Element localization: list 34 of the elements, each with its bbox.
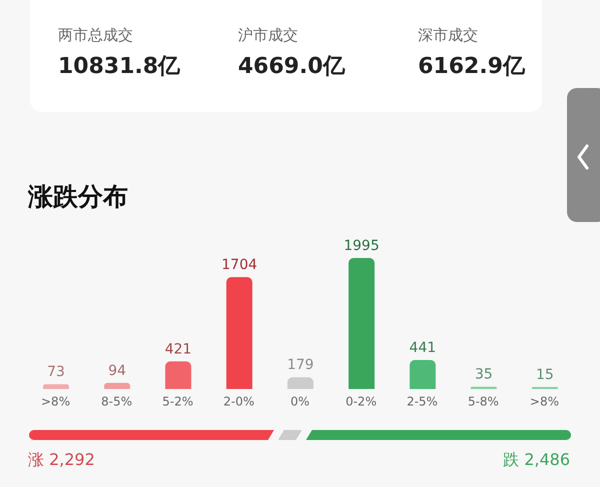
x-tick-label: 8-5% xyxy=(101,394,132,409)
data-label: 15 xyxy=(536,367,554,383)
text: 6162.9亿 xyxy=(418,53,525,81)
text: 涨 2,292 xyxy=(28,450,95,471)
text: 10831.8亿 xyxy=(58,53,180,81)
data-label: 441 xyxy=(409,340,436,356)
data-label: 94 xyxy=(108,362,126,379)
x-tick-label: 0-2% xyxy=(346,394,377,409)
x-tick-label: >8% xyxy=(41,394,70,409)
bar xyxy=(165,361,192,389)
bar xyxy=(348,258,375,389)
bar xyxy=(410,360,436,389)
bar xyxy=(287,377,314,389)
text: 沪市成交 xyxy=(238,26,299,45)
bar xyxy=(226,277,252,389)
data-label: 73 xyxy=(47,364,65,380)
x-tick-label: 2-5% xyxy=(406,394,438,409)
data-label: 1704 xyxy=(222,257,258,274)
text: 4669.0亿 xyxy=(238,53,345,81)
data-label: 179 xyxy=(287,357,314,374)
x-tick-label: >8% xyxy=(530,394,559,409)
text: 深市成交 xyxy=(418,26,479,45)
text: 跌 2,486 xyxy=(503,450,570,471)
x-tick-label: 0% xyxy=(290,394,310,409)
chart-title: 涨跌分布 xyxy=(28,181,128,213)
data-label: 421 xyxy=(164,341,192,358)
data-label: 35 xyxy=(474,366,493,383)
text: 两市总成交 xyxy=(58,26,134,45)
x-tick-label: 2-0% xyxy=(223,394,254,409)
bar xyxy=(104,382,130,389)
data-label: 1995 xyxy=(344,238,380,254)
bar xyxy=(43,384,69,389)
x-tick-label: 5-8% xyxy=(468,394,499,409)
x-tick-label: 5-2% xyxy=(162,394,194,409)
